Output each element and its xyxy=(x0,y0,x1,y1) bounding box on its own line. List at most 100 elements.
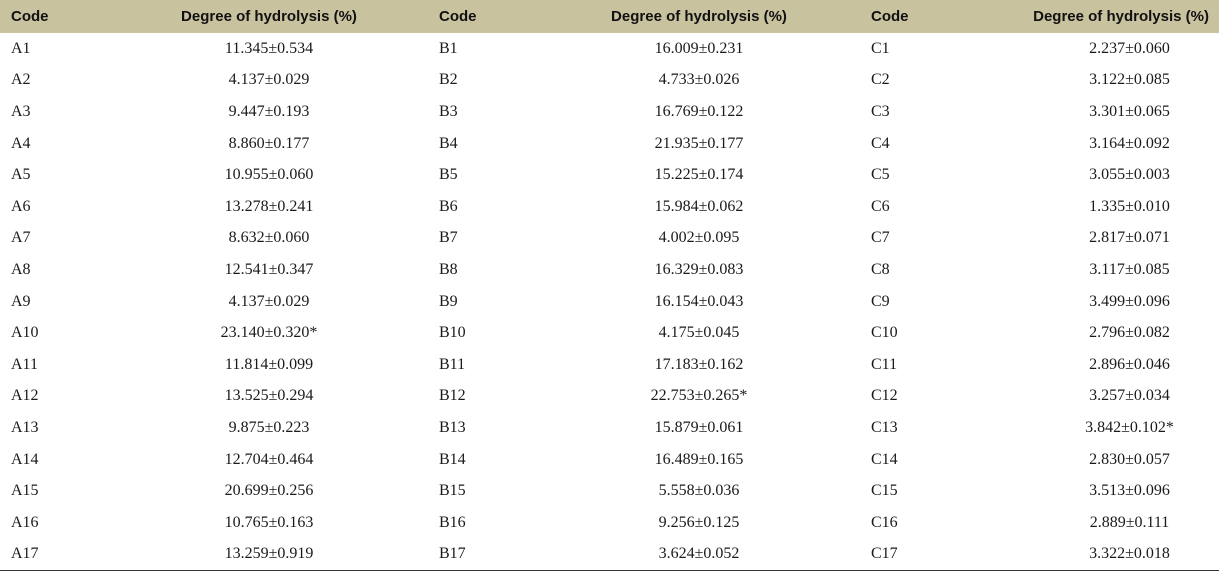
hydrolysis-value-cell: 13.278±0.241 xyxy=(224,197,314,215)
sample-code-cell: A17 xyxy=(11,545,39,563)
table-row: A3 9.447±0.193 B3 16.769±0.122 C3 3.301±0.065 xyxy=(0,96,1219,128)
sample-code-cell: B13 xyxy=(439,418,466,436)
sample-code-cell: A6 xyxy=(11,197,31,215)
table-row: A15 20.699±0.256 B15 5.558±0.036 C15 3.513±0.… xyxy=(0,475,1219,507)
header-degree-c: Degree of hydrolysis (%) xyxy=(1033,8,1209,25)
hydrolysis-value-cell: 10.765±0.163 xyxy=(224,513,314,531)
hydrolysis-value-cell: 15.225±0.174 xyxy=(654,166,744,184)
hydrolysis-value-cell: 9.256±0.125 xyxy=(658,513,740,531)
table-row: A13 9.875±0.223 B13 15.879±0.061 C13 3.842±0.… xyxy=(0,412,1219,444)
sample-code-cell: A14 xyxy=(11,450,39,468)
hydrolysis-value-cell: 3.842±0.102* xyxy=(1085,418,1174,436)
header-code-b: Code xyxy=(439,8,477,25)
table-row: A17 13.259±0.919 B17 3.624±0.052 C17 3.322±0.… xyxy=(0,539,1219,571)
sample-code-cell: B7 xyxy=(439,229,458,247)
hydrolysis-value-cell: 8.860±0.177 xyxy=(228,134,310,152)
hydrolysis-value-cell: 12.704±0.464 xyxy=(224,450,314,468)
table-row: A16 10.765±0.163 B16 9.256±0.125 C16 2.889±0.… xyxy=(0,507,1219,539)
hydrolysis-value-cell: 9.447±0.193 xyxy=(228,102,310,120)
sample-code-cell: B12 xyxy=(439,387,466,405)
sample-code-cell: B3 xyxy=(439,102,458,120)
hydrolysis-value-cell: 3.257±0.034 xyxy=(1089,387,1170,405)
hydrolysis-value-cell: 3.164±0.092 xyxy=(1089,134,1170,152)
sample-code-cell: B11 xyxy=(439,355,466,373)
hydrolysis-value-cell: 2.817±0.071 xyxy=(1089,229,1170,247)
sample-code-cell: C8 xyxy=(871,260,890,278)
hydrolysis-value-cell: 12.541±0.347 xyxy=(224,260,314,278)
sample-code-cell: C5 xyxy=(871,166,890,184)
hydrolysis-value-cell: 3.499±0.096 xyxy=(1089,292,1170,310)
hydrolysis-value-cell: 4.175±0.045 xyxy=(658,324,740,342)
hydrolysis-value-cell: 3.055±0.003 xyxy=(1089,166,1170,184)
hydrolysis-value-cell: 15.984±0.062 xyxy=(654,197,744,215)
sample-code-cell: B6 xyxy=(439,197,458,215)
hydrolysis-value-cell: 15.879±0.061 xyxy=(654,418,744,436)
hydrolysis-value-cell: 16.154±0.043 xyxy=(654,292,744,310)
hydrolysis-value-cell: 5.558±0.036 xyxy=(658,482,740,500)
hydrolysis-value-cell: 9.875±0.223 xyxy=(228,418,310,436)
table-row: A1 11.345±0.534 B1 16.009±0.231 C1 2.237±0.06… xyxy=(0,33,1219,65)
hydrolysis-value-cell: 16.769±0.122 xyxy=(654,102,744,120)
table-row: A11 11.814±0.099 B11 17.183±0.162 C11 2.896±0… xyxy=(0,349,1219,381)
sample-code-cell: B5 xyxy=(439,166,458,184)
sample-code-cell: B9 xyxy=(439,292,458,310)
header-degree-b: Degree of hydrolysis (%) xyxy=(611,8,787,25)
sample-code-cell: A10 xyxy=(11,324,39,342)
sample-code-cell: C17 xyxy=(871,545,898,563)
hydrolysis-value-cell: 16.489±0.165 xyxy=(654,450,744,468)
sample-code-cell: A4 xyxy=(11,134,31,152)
table-row: A4 8.860±0.177 B4 21.935±0.177 C4 3.164±0.092 xyxy=(0,128,1219,160)
sample-code-cell: C7 xyxy=(871,229,890,247)
sample-code-cell: C3 xyxy=(871,102,890,120)
header-code-c: Code xyxy=(871,8,909,25)
sample-code-cell: A8 xyxy=(11,260,31,278)
sample-code-cell: B4 xyxy=(439,134,458,152)
table-row: A5 10.955±0.060 B5 15.225±0.174 C5 3.055±0.00… xyxy=(0,159,1219,191)
sample-code-cell: C1 xyxy=(871,39,890,57)
sample-code-cell: A11 xyxy=(11,355,38,373)
sample-code-cell: A5 xyxy=(11,166,31,184)
sample-code-cell: B16 xyxy=(439,513,466,531)
hydrolysis-value-cell: 1.335±0.010 xyxy=(1089,197,1170,215)
sample-code-cell: A3 xyxy=(11,102,31,120)
hydrolysis-value-cell: 10.955±0.060 xyxy=(224,166,314,184)
sample-code-cell: C12 xyxy=(871,387,898,405)
hydrolysis-value-cell: 23.140±0.320* xyxy=(220,324,318,342)
hydrolysis-value-cell: 13.259±0.919 xyxy=(224,545,314,563)
hydrolysis-value-cell: 11.814±0.099 xyxy=(224,355,314,373)
table-body: A1 11.345±0.534 B1 16.009±0.231 C1 2.237±0.06… xyxy=(0,33,1219,570)
hydrolysis-value-cell: 17.183±0.162 xyxy=(654,355,744,373)
header-row: Code Degree of hydrolysis (%) Code Degre… xyxy=(0,0,1219,33)
sample-code-cell: A15 xyxy=(11,482,39,500)
table-row: A12 13.525±0.294 B12 22.753±0.265* C12 3.257±… xyxy=(0,381,1219,413)
hydrolysis-value-cell: 3.624±0.052 xyxy=(658,545,740,563)
sample-code-cell: B10 xyxy=(439,324,466,342)
table-row: A7 8.632±0.060 B7 4.002±0.095 C7 2.817±0.071 xyxy=(0,223,1219,255)
sample-code-cell: A16 xyxy=(11,513,39,531)
hydrolysis-value-cell: 3.301±0.065 xyxy=(1089,102,1170,120)
sample-code-cell: C9 xyxy=(871,292,890,310)
sample-code-cell: C2 xyxy=(871,71,890,89)
hydrolysis-value-cell: 4.733±0.026 xyxy=(658,71,740,89)
hydrolysis-value-cell: 22.753±0.265* xyxy=(650,387,748,405)
hydrolysis-value-cell: 20.699±0.256 xyxy=(224,482,314,500)
hydrolysis-value-cell: 11.345±0.534 xyxy=(224,39,314,57)
sample-code-cell: C4 xyxy=(871,134,890,152)
sample-code-cell: B8 xyxy=(439,260,458,278)
hydrolysis-value-cell: 3.322±0.018 xyxy=(1089,545,1170,563)
hydrolysis-value-cell: 16.329±0.083 xyxy=(654,260,744,278)
sample-code-cell: A1 xyxy=(11,39,31,57)
hydrolysis-value-cell: 4.002±0.095 xyxy=(658,229,740,247)
sample-code-cell: B2 xyxy=(439,71,458,89)
table-row: A10 23.140±0.320* B10 4.175±0.045 C10 2.796±0… xyxy=(0,317,1219,349)
sample-code-cell: B1 xyxy=(439,39,458,57)
header-degree-a: Degree of hydrolysis (%) xyxy=(181,8,357,25)
hydrolysis-value-cell: 2.237±0.060 xyxy=(1089,39,1170,57)
hydrolysis-value-cell: 3.513±0.096 xyxy=(1089,482,1170,500)
sample-code-cell: B17 xyxy=(439,545,466,563)
hydrolysis-value-cell: 8.632±0.060 xyxy=(228,229,310,247)
sample-code-cell: A2 xyxy=(11,71,31,89)
hydrolysis-value-cell: 13.525±0.294 xyxy=(224,387,314,405)
sample-code-cell: C14 xyxy=(871,450,898,468)
